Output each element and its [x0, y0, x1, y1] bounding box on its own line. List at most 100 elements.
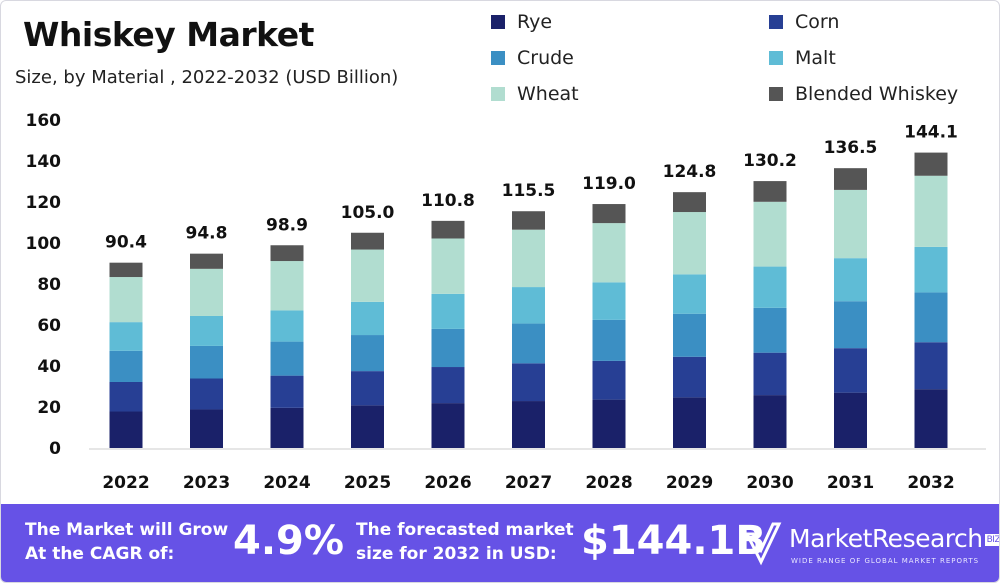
bar-segment-wheat: [431, 238, 465, 294]
bar-segment-corn: [351, 371, 384, 406]
cagr-label-line2: At the CAGR of:: [25, 544, 175, 564]
legend-swatch: [491, 51, 505, 65]
bar-segment-malt: [592, 282, 626, 320]
x-tick-label: 2032: [907, 473, 954, 493]
bar-segment-malt: [673, 274, 706, 314]
forecast-label: The forecasted market size for 2032 in U…: [356, 518, 574, 566]
legend-swatch: [491, 87, 505, 101]
bar-segment-malt: [190, 315, 223, 346]
bar-segment-crude: [673, 313, 706, 357]
cagr-label-line1: The Market will Grow: [25, 520, 229, 540]
bar-segment-malt: [351, 301, 384, 336]
bar-segment-corn: [592, 360, 626, 400]
legend-label: Corn: [795, 11, 840, 33]
bar-segment-rye: [270, 407, 304, 448]
bar-segment-rye: [431, 403, 465, 448]
legend-swatch: [769, 15, 783, 29]
bar-segment-wheat: [109, 277, 143, 323]
bar-segment-corn: [512, 363, 545, 402]
legend-label: Rye: [517, 11, 553, 33]
bar-segment-rye: [109, 411, 143, 448]
bar-segment-crude: [834, 301, 867, 349]
y-tick-label: 160: [26, 111, 62, 131]
bar-total-label: 119.0: [582, 174, 636, 194]
bar-segment-corn: [914, 342, 948, 390]
bar-total-label: 130.2: [743, 151, 797, 171]
x-tick-label: 2031: [827, 473, 874, 493]
x-tick-label: 2025: [344, 473, 391, 493]
bar-segment-crude: [431, 328, 465, 368]
forecast-value: $144.1B: [581, 518, 766, 564]
bar-segment-corn: [834, 348, 867, 393]
y-tick-label: 0: [49, 439, 61, 459]
bar-segment-malt: [834, 258, 867, 302]
bar-segment-rye: [673, 397, 706, 448]
y-tick-label: 60: [37, 316, 61, 336]
legend-swatch: [769, 51, 783, 65]
y-tick-label: 140: [26, 152, 62, 172]
bar-segment-crude: [270, 341, 304, 376]
bar-segment-malt: [109, 322, 143, 351]
legend-swatch: [769, 87, 783, 101]
forecast-label-line2: size for 2032 in USD:: [356, 544, 557, 564]
bar-segment-crude: [190, 345, 223, 379]
bar-segment-wheat: [190, 268, 223, 316]
bar-total-label: 105.0: [341, 203, 395, 223]
legend-item: Blended Whiskey: [769, 83, 958, 105]
legend-item: Rye: [491, 11, 552, 33]
bar-segment-crude: [351, 335, 384, 372]
bar-segment-wheat: [673, 212, 706, 275]
bar-total-label: 90.4: [105, 233, 147, 253]
bar-segment-crude: [512, 323, 545, 364]
x-tick-label: 2023: [183, 473, 230, 493]
x-tick-label: 2027: [505, 473, 552, 493]
x-tick-label: 2030: [746, 473, 793, 493]
bar-segment-wheat: [512, 229, 545, 288]
y-tick-label: 20: [37, 398, 61, 418]
bar-segment-corn: [270, 375, 304, 408]
legend-item: Malt: [769, 47, 836, 69]
bar-segment-crude: [592, 319, 626, 361]
stacked-bar-chart: 0 20 40 60 80 100 120 140 160 90.4 2022 94.8 2023 98.…: [26, 111, 986, 493]
bar-segment-corn: [753, 352, 787, 396]
x-tick-label: 2024: [263, 473, 310, 493]
bar-segment-rye: [834, 392, 867, 448]
logo-tagline: WIDE RANGE OF GLOBAL MARKET REPORTS: [791, 557, 980, 565]
cagr-label: The Market will Grow At the CAGR of:: [25, 518, 228, 566]
logo-check-icon: [744, 522, 782, 566]
bar-segment-crude: [914, 292, 948, 343]
bar-segment-corn: [673, 356, 706, 398]
bar-segment-blended-whiskey: [914, 152, 948, 176]
y-tick-label: 80: [37, 275, 61, 295]
logo-name: MarketResearch BIZ: [789, 524, 999, 553]
bar-segment-blended-whiskey: [834, 168, 867, 190]
bar-segment-corn: [431, 367, 465, 404]
forecast-label-line1: The forecasted market: [356, 520, 574, 540]
bar-segment-wheat: [914, 175, 948, 247]
bar-total-label: 144.1: [904, 123, 958, 143]
y-tick-label: 40: [37, 357, 61, 377]
bar-segment-blended-whiskey: [431, 220, 465, 239]
bar-segment-wheat: [592, 223, 626, 283]
legend-item: Corn: [769, 11, 839, 33]
bar-segment-crude: [109, 350, 143, 382]
bar-total-label: 136.5: [824, 138, 878, 158]
legend-item: Wheat: [491, 83, 579, 105]
bar-segment-blended-whiskey: [753, 181, 787, 202]
bar-segment-rye: [351, 405, 384, 448]
bar-segment-rye: [753, 395, 787, 448]
x-tick-label: 2029: [666, 473, 713, 493]
bar-segment-rye: [512, 401, 545, 448]
x-tick-label: 2022: [102, 473, 149, 493]
bar-segment-malt: [753, 266, 787, 308]
chart-subtitle: Size, by Material , 2022-2032 (USD Billi…: [15, 67, 399, 88]
y-tick-label: 120: [26, 193, 62, 213]
bar-segment-corn: [109, 381, 143, 412]
bar-segment-malt: [431, 293, 465, 329]
x-tick-label: 2026: [424, 473, 471, 493]
bar-segment-rye: [914, 389, 948, 448]
footer-banner: The Market will Grow At the CAGR of: 4.9…: [1, 504, 999, 582]
bar-segment-blended-whiskey: [270, 245, 304, 262]
bar-segment-corn: [190, 378, 223, 410]
